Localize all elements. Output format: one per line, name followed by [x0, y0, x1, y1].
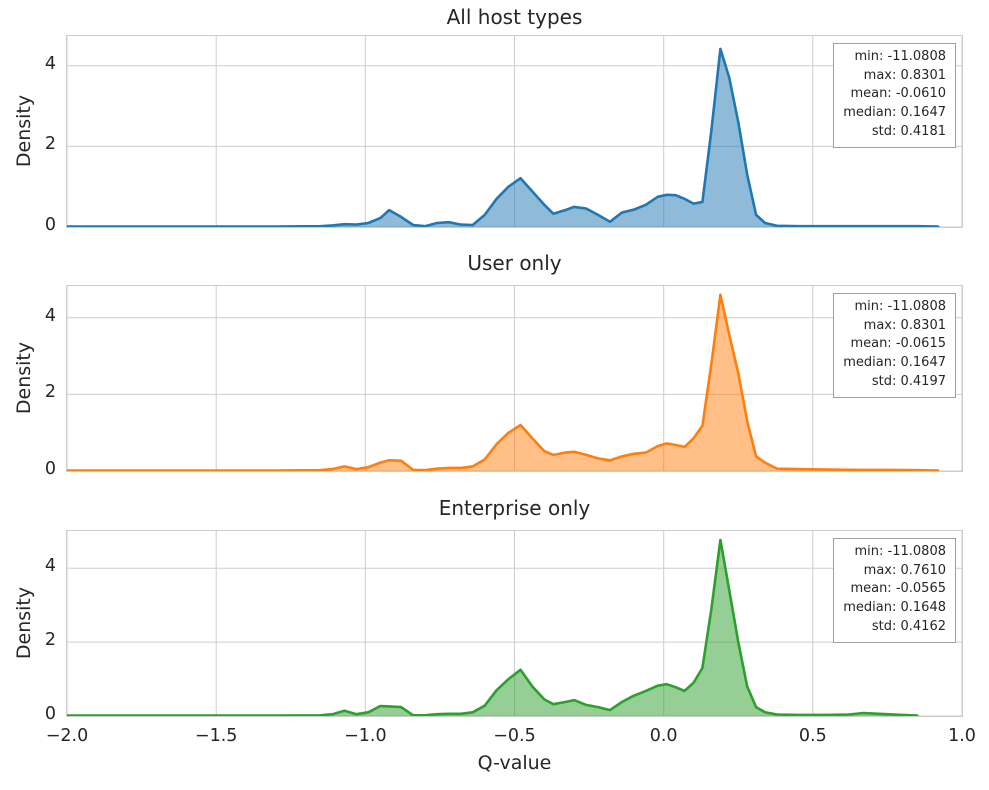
density-curve-enterprise-only — [67, 531, 962, 716]
stats-line-max: max: 0.8301 — [863, 317, 946, 333]
stats-line-median: median: 0.1648 — [843, 600, 946, 616]
x-tick-label: 1.0 — [948, 726, 976, 746]
x-tick-label: 0.0 — [649, 726, 678, 746]
y-tick-label: 0 — [44, 215, 56, 236]
plot-area-all-host-types: min: -11.0808 max: 0.8301 mean: -0.0610 med… — [66, 35, 963, 228]
density-curve-user-only — [67, 286, 962, 471]
chart-title-user-only: User only — [467, 251, 562, 275]
plot-area-enterprise-only: min: -11.0808 max: 0.7610 mean: -0.0565 med… — [66, 530, 963, 717]
x-tick-label: −2.0 — [45, 726, 89, 746]
chart-title-enterprise-only: Enterprise only — [438, 496, 591, 520]
stats-line-min: min: -11.0808 — [854, 299, 946, 314]
stats-line-min: min: -11.0808 — [854, 49, 946, 64]
stats-line-std: std: 0.4197 — [871, 373, 946, 389]
stats-box-user-only: min: -11.0808 max: 0.8301 mean: -0.0615 med… — [833, 293, 956, 398]
y-tick-label: 0 — [44, 459, 56, 480]
stats-line-max: max: 0.7610 — [863, 562, 946, 578]
y-tick-label: 2 — [44, 382, 56, 403]
stats-line-std: std: 0.4181 — [871, 123, 946, 139]
x-tick-label: −1.5 — [194, 726, 238, 746]
stats-line-mean: mean: -0.0565 — [850, 581, 946, 597]
y-tick-label: 4 — [44, 556, 56, 577]
y-tick-label: 4 — [44, 305, 56, 326]
x-tick-label: −0.5 — [493, 726, 536, 746]
stats-box-all-host-types: min: -11.0808 max: 0.8301 mean: -0.0610 med… — [833, 43, 956, 148]
y-tick-label: 2 — [44, 630, 56, 651]
stats-line-std: std: 0.4162 — [871, 618, 946, 634]
x-axis-label: Q-value — [477, 752, 552, 774]
stats-line-median: median: 0.1647 — [843, 355, 946, 371]
stats-line-min: min: -11.0808 — [854, 544, 946, 559]
y-axis-label-0: Density — [13, 94, 35, 168]
y-tick-label: 4 — [44, 54, 56, 75]
stats-line-mean: mean: -0.0615 — [850, 336, 946, 352]
density-curve-all-host-types — [67, 36, 962, 227]
chart-title-all-host-types: All host types — [446, 5, 583, 29]
stats-line-median: median: 0.1647 — [843, 105, 946, 121]
y-tick-label: 0 — [44, 704, 56, 725]
y-axis-label-1: Density — [13, 341, 35, 415]
x-tick-label: 0.5 — [798, 726, 827, 746]
x-tick-label: −1.0 — [344, 726, 387, 746]
stats-line-max: max: 0.8301 — [863, 67, 946, 83]
stats-box-enterprise-only: min: -11.0808 max: 0.7610 mean: -0.0565 med… — [833, 538, 956, 643]
plot-area-user-only: min: -11.0808 max: 0.8301 mean: -0.0615 med… — [66, 285, 963, 472]
stats-line-mean: mean: -0.0610 — [850, 86, 946, 102]
y-tick-label: 2 — [44, 134, 56, 155]
